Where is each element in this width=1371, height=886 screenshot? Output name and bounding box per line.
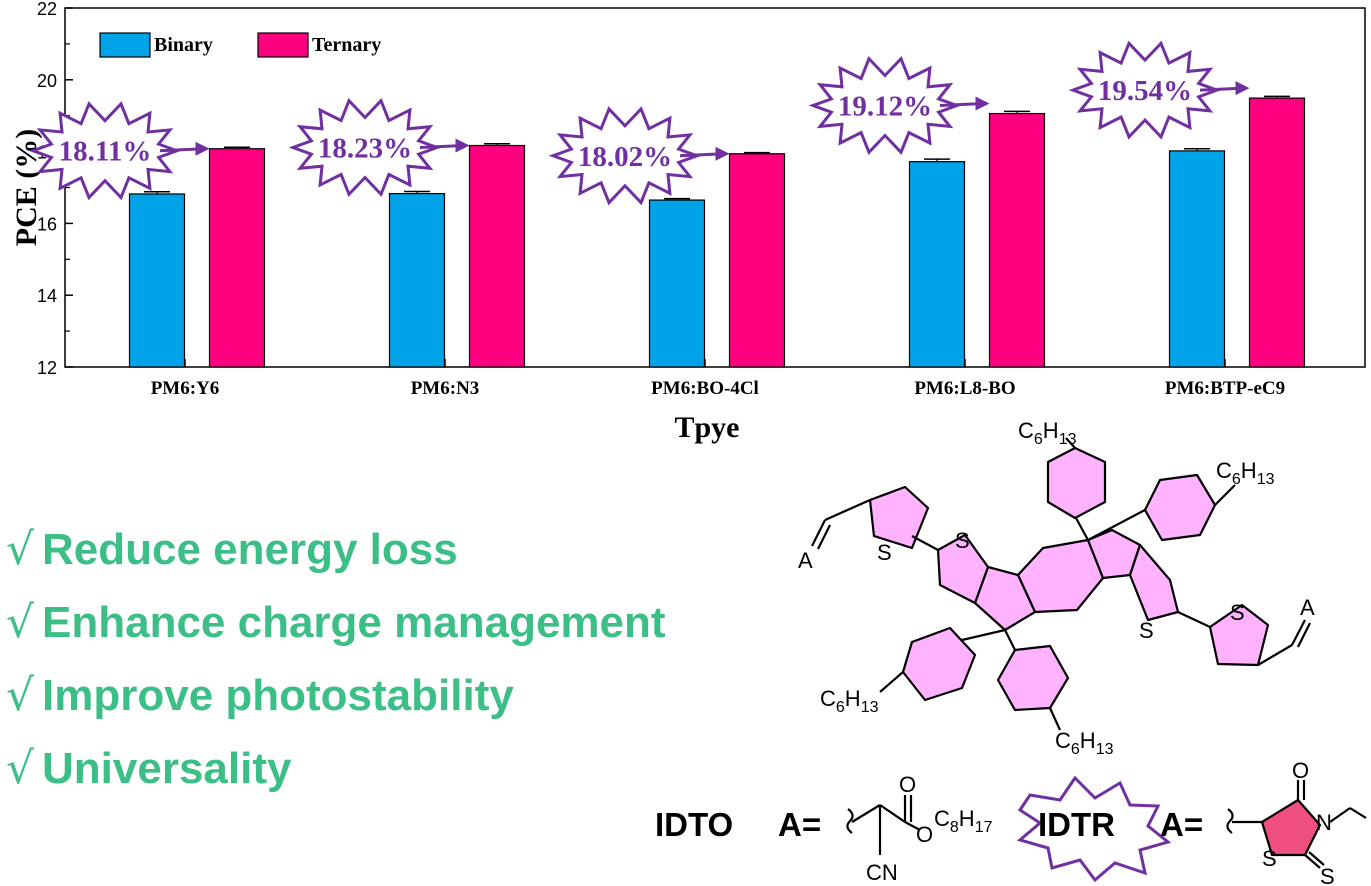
rhodanine-ring — [1260, 798, 1322, 857]
pce-annotation: 19.54% — [1098, 75, 1192, 107]
phenyl-top-2 — [1143, 473, 1217, 542]
pce-annotation: 19.12% — [838, 91, 932, 123]
octyl-chain-label: C8H17 — [934, 806, 993, 836]
feature-list: √ Reduce energy loss √ Enhance charge mana… — [6, 520, 666, 812]
check-mark-icon: √ — [6, 524, 35, 575]
thiophene-core-left — [936, 533, 990, 605]
feature-text: Universality — [42, 744, 292, 793]
feature-item-2: √ Enhance charge management — [6, 593, 666, 666]
pce-annotation: 18.11% — [59, 136, 152, 168]
feature-text: Reduce energy loss — [42, 525, 458, 574]
bar-chart: 121416182022PCE (%)TpyePM6:Y618.11%PM6:N… — [10, 0, 1366, 444]
sulfur-label: S — [955, 528, 970, 553]
idtr-label: IDTR — [1038, 806, 1115, 843]
cyano-label: CN — [866, 860, 898, 885]
pce-arrowhead — [455, 138, 470, 153]
check-mark-icon: √ — [6, 670, 35, 721]
sulfur-label: S — [1262, 846, 1277, 871]
pce-arrowhead — [1235, 81, 1250, 96]
x-axis-label: Tpye — [674, 411, 739, 444]
sulfur-label: S — [1139, 618, 1154, 643]
y-tick-label: 22 — [37, 0, 57, 19]
legend-swatch-binary — [99, 32, 151, 58]
x-tick-label: PM6:N3 — [411, 378, 480, 399]
nitrogen-label: N — [1316, 810, 1332, 835]
x-tick-label: PM6:BTP-eC9 — [1165, 378, 1285, 399]
acceptor-label: A — [1300, 595, 1315, 620]
check-mark-icon: √ — [6, 597, 35, 648]
pce-arrowhead — [975, 96, 990, 111]
thiophene-terminal-left — [868, 485, 930, 550]
pce-annotation: 18.23% — [318, 132, 412, 164]
binary-bar — [388, 193, 446, 368]
ternary-bar — [988, 112, 1046, 368]
ternary-bar — [728, 153, 786, 368]
hexyl-chain-label: C6H13 — [820, 686, 879, 716]
pce-annotation: 18.02% — [578, 141, 672, 173]
hexyl-chain-label: C6H13 — [1055, 728, 1114, 758]
binary-bar — [128, 193, 186, 368]
y-tick-label: 16 — [37, 214, 57, 234]
legend-label-ternary: Ternary — [312, 34, 381, 56]
oxygen-label: O — [916, 822, 933, 847]
idtr-starburst — [1016, 775, 1172, 883]
sulfur-label: S — [1230, 600, 1245, 625]
x-tick-label: PM6:Y6 — [151, 378, 220, 399]
legend-swatch-ternary — [257, 32, 309, 58]
pce-arrowhead — [195, 141, 210, 156]
binary-bar — [1168, 150, 1226, 368]
thiophene-core-right — [1128, 543, 1180, 622]
acceptor-label: A — [798, 548, 813, 573]
feature-text: Enhance charge management — [42, 598, 666, 647]
y-tick-label: 14 — [37, 286, 57, 306]
feature-item-1: √ Reduce energy loss — [6, 520, 666, 593]
ternary-bar — [208, 148, 266, 368]
feature-text: Improve photostability — [42, 671, 514, 720]
legend-label-binary: Binary — [154, 34, 213, 56]
core-cyclopentadiene-left — [973, 565, 1037, 632]
a-equals-label: A= — [1160, 806, 1203, 843]
hexyl-chain-label: C6H13 — [1018, 418, 1077, 448]
x-tick-label: PM6:BO-4Cl — [651, 378, 759, 399]
y-tick-label: 12 — [37, 358, 57, 378]
ternary-bar — [1248, 97, 1306, 368]
x-tick-label: PM6:L8-BO — [914, 378, 1015, 399]
feature-item-4: √ Universality — [6, 739, 666, 812]
idto-label: IDTO — [655, 806, 733, 843]
sulfur-label: S — [1320, 864, 1335, 886]
pce-starburst — [808, 55, 962, 156]
pce-starburst — [28, 101, 182, 201]
phenyl-bottom-2 — [996, 644, 1070, 712]
plot-area: 121416182022PCE (%)TpyePM6:Y618.11%PM6:N… — [10, 0, 1366, 444]
thiophene-terminal-right — [1208, 603, 1270, 667]
oxygen-label: O — [899, 772, 916, 797]
pce-starburst — [548, 106, 702, 206]
pce-arrowhead — [715, 146, 730, 161]
a-equals-label: A= — [778, 806, 821, 843]
feature-item-3: √ Improve photostability — [6, 666, 666, 739]
sulfur-label: S — [877, 540, 892, 565]
binary-bar — [648, 199, 706, 368]
pce-starburst — [1068, 40, 1222, 140]
y-tick-label: 20 — [37, 71, 57, 91]
hexyl-chain-label: C6H13 — [1216, 458, 1275, 488]
check-mark-icon: √ — [6, 743, 35, 794]
oxygen-label: O — [1292, 758, 1309, 783]
binary-bar — [908, 161, 966, 368]
pce-starburst — [288, 97, 442, 198]
phenyl-top-1 — [1046, 446, 1107, 520]
